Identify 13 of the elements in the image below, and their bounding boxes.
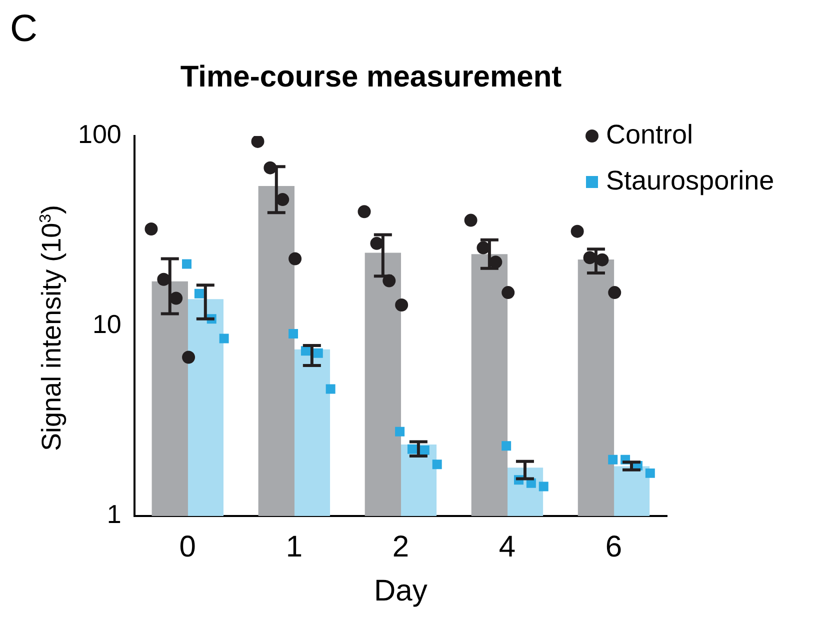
y-tick-label: 1 xyxy=(106,499,122,530)
y-tick-label: 100 xyxy=(78,119,122,150)
x-tick-label: 6 xyxy=(605,530,622,564)
x-tick-label: 4 xyxy=(498,530,516,564)
legend-label: Control xyxy=(606,119,694,150)
text: C xyxy=(10,8,38,51)
chart-title: Time-course measurement xyxy=(180,60,562,94)
x-tick-label: 0 xyxy=(179,530,196,564)
x-axis-title: Day xyxy=(374,574,428,608)
x-tick-label: 1 xyxy=(286,530,303,564)
x-tick-label: 2 xyxy=(392,530,410,564)
legend-label: Staurosporine xyxy=(606,165,774,196)
y-tick-label: 10 xyxy=(92,309,122,340)
